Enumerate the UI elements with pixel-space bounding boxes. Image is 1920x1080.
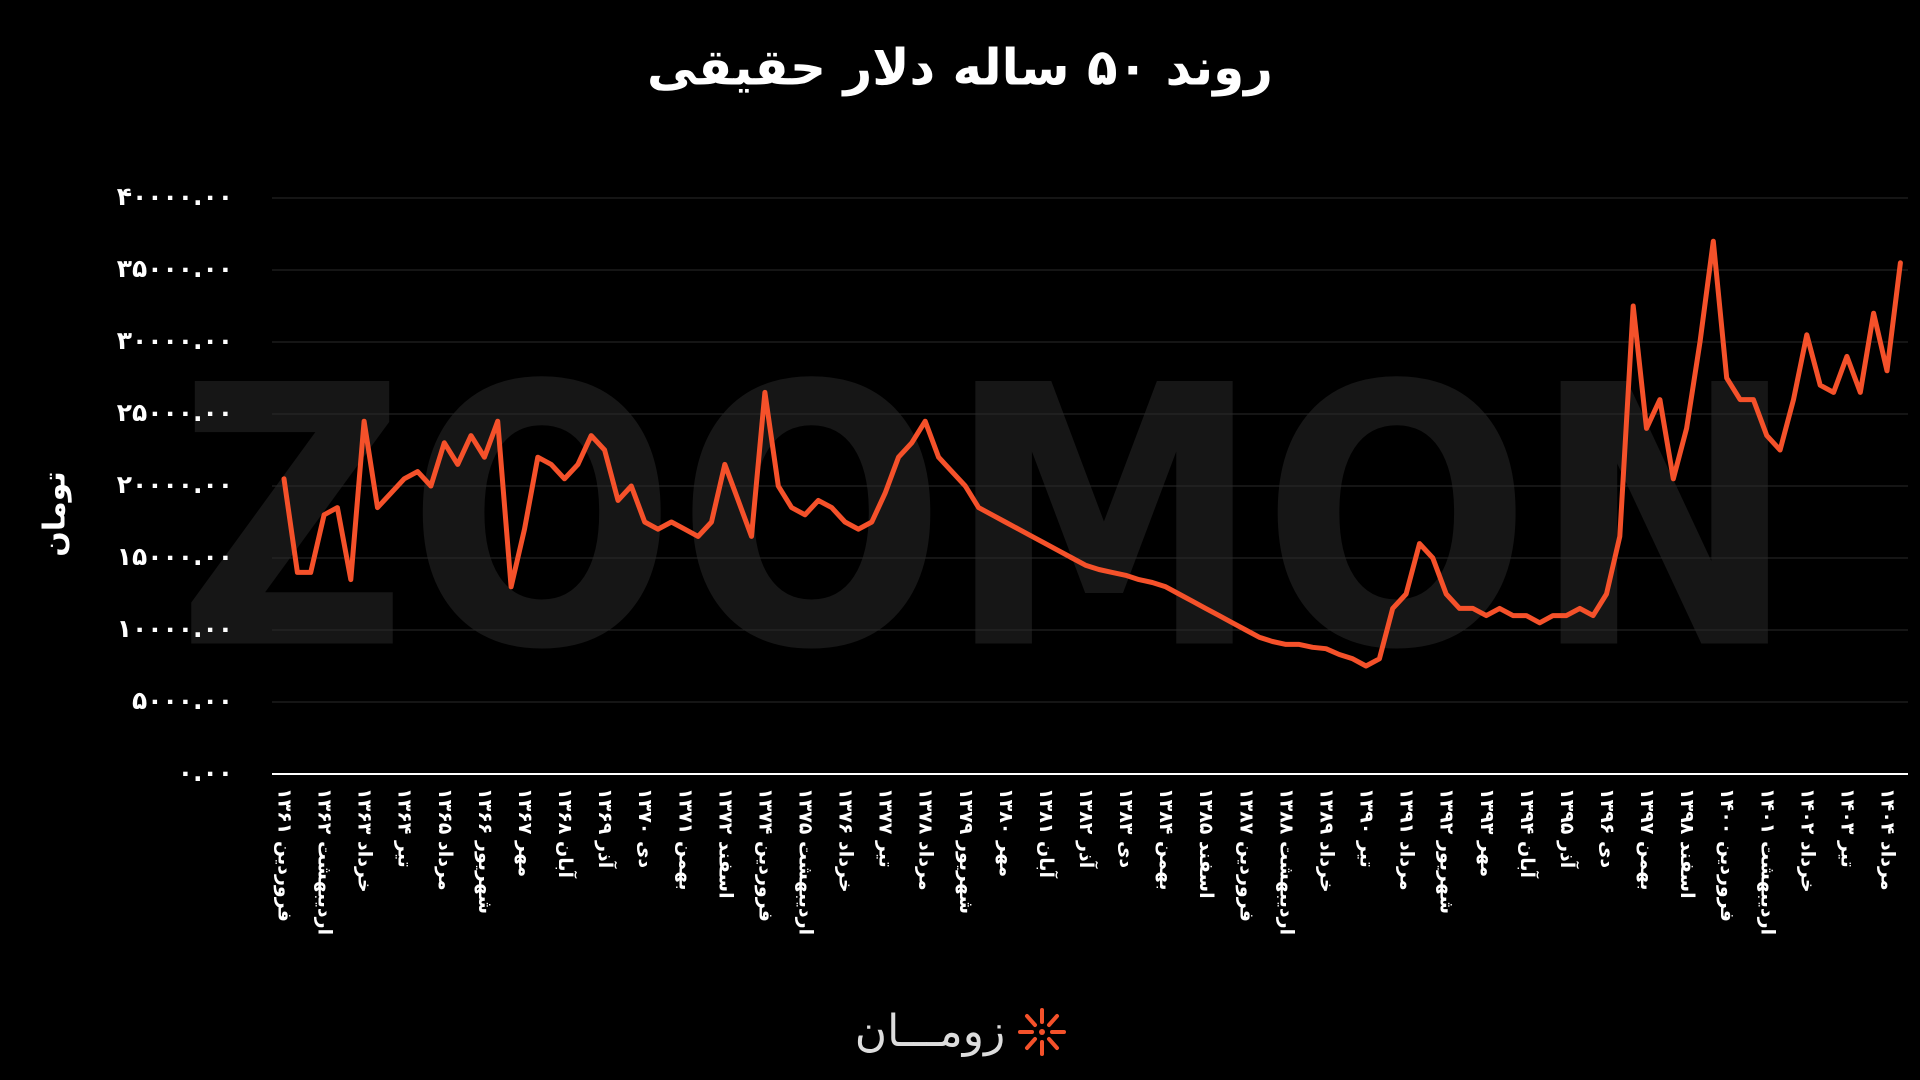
y-tick-label: ۱۵۰۰۰.۰۰	[117, 542, 233, 571]
x-tick-label: مرداد ۱۴۰۴	[1877, 788, 1899, 891]
y-tick-label: ۴۰۰۰۰.۰۰	[117, 182, 233, 211]
chart-title: روند ۵۰ ساله دلار حقیقی	[647, 39, 1273, 98]
x-tick-label: مرداد ۱۳۹۱	[1396, 788, 1418, 891]
x-tick-label: تیر ۱۴۰۳	[1836, 788, 1858, 868]
x-tick-label: بهمن ۱۳۷۱	[674, 788, 696, 891]
watermark: ZOOMON	[177, 309, 1797, 728]
x-tick-label: آذر ۱۳۸۲	[1075, 788, 1099, 869]
x-tick-label: آبان ۱۳۶۸	[554, 788, 578, 878]
x-tick-label: اسفند ۱۳۹۸	[1676, 788, 1698, 899]
x-tick-label: خرداد ۱۳۸۹	[1315, 788, 1337, 893]
x-tick-label: فروردین ۱۳۸۷	[1235, 788, 1257, 922]
x-tick-label: اسفند ۱۳۸۵	[1195, 788, 1217, 899]
x-tick-label: شهریور ۱۳۹۲	[1436, 788, 1458, 914]
logo: زومـــان	[855, 1006, 1066, 1057]
x-tick-label: تیر ۱۳۷۷	[875, 788, 897, 868]
logo-text: زومـــان	[855, 1006, 1005, 1057]
x-tick-label: دی ۱۳۹۶	[1596, 788, 1618, 868]
x-tick-label: بهمن ۱۳۸۴	[1155, 788, 1177, 891]
x-tick-label: خرداد ۱۳۶۳	[354, 788, 376, 893]
x-tick-label: اردیبهشت ۱۳۷۵	[794, 788, 816, 935]
x-tick-label: تیر ۱۳۹۰	[1356, 788, 1378, 868]
x-tick-label: دی ۱۳۸۳	[1115, 788, 1137, 868]
y-tick-label: ۳۰۰۰۰.۰۰	[117, 326, 233, 355]
y-tick-label: ۵۰۰۰.۰۰	[132, 686, 233, 715]
x-tick-label: تیر ۱۳۶۴	[394, 788, 416, 868]
x-tick-label: خرداد ۱۳۷۶	[835, 788, 857, 893]
x-tick-label: فروردین ۱۳۶۱	[274, 788, 296, 922]
x-tick-label: فروردین ۱۳۷۴	[754, 788, 776, 922]
x-tick-label: مرداد ۱۳۷۸	[915, 788, 937, 891]
x-tick-label: مهر ۱۳۶۷	[514, 788, 536, 877]
x-tick-label: مرداد ۱۳۶۵	[434, 788, 456, 891]
x-tick-label: خرداد ۱۴۰۲	[1796, 788, 1818, 893]
x-tick-label: اسفند ۱۳۷۲	[714, 788, 736, 899]
x-tick-label: آذر ۱۳۹۵	[1556, 788, 1580, 869]
x-tick-label: بهمن ۱۳۹۷	[1636, 788, 1658, 891]
x-tick-label: اردیبهشت ۱۳۶۲	[314, 788, 336, 935]
logo-icon	[1018, 1008, 1066, 1056]
x-tick-label: اردیبهشت ۱۴۰۱	[1756, 788, 1778, 935]
y-tick-label: ۱۰۰۰۰.۰۰	[117, 614, 233, 643]
x-tick-label: آبان ۱۳۹۴	[1516, 788, 1540, 878]
y-axis-label: تومان	[38, 471, 73, 557]
x-tick-label: مهر ۱۳۹۳	[1476, 788, 1498, 877]
x-tick-label: شهریور ۱۳۶۶	[474, 788, 496, 914]
y-tick-label: ۳۵۰۰۰.۰۰	[117, 254, 233, 283]
x-tick-label: آبان ۱۳۸۱	[1035, 788, 1059, 878]
x-tick-label: فروردین ۱۴۰۰	[1716, 788, 1738, 922]
y-tick-label: ۲۰۰۰۰.۰۰	[117, 470, 233, 499]
x-tick-label: آذر ۱۳۶۹	[594, 788, 618, 869]
y-tick-label: ۲۵۰۰۰.۰۰	[117, 398, 233, 427]
x-tick-label: اردیبهشت ۱۳۸۸	[1275, 788, 1297, 935]
x-tick-label: شهریور ۱۳۷۹	[955, 788, 977, 914]
x-tick-label: مهر ۱۳۸۰	[995, 788, 1017, 877]
y-tick-label: ۰.۰۰	[178, 758, 233, 787]
data-line	[281, 238, 1903, 669]
x-tick-label: دی ۱۳۷۰	[634, 788, 656, 868]
